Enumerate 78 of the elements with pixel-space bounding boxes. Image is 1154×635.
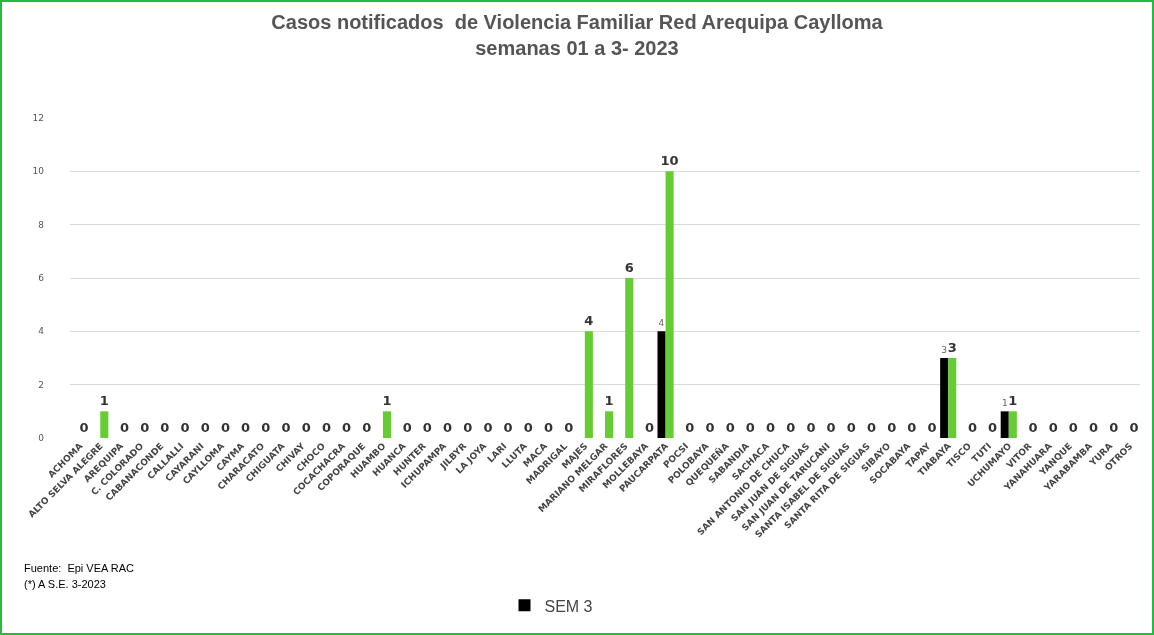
bar xyxy=(1008,411,1017,438)
data-label: 0 xyxy=(1068,420,1078,435)
data-label: 0 xyxy=(140,420,150,435)
text: (*) A S.E. 3-2023 xyxy=(24,578,106,590)
data-label: 0 xyxy=(1048,420,1058,435)
bar xyxy=(584,331,593,438)
data-label: 0 xyxy=(725,420,735,435)
data-label: 0 xyxy=(119,420,130,435)
source-note: Fuente: Epi VEA RAC xyxy=(24,562,135,574)
data-label: 0 xyxy=(907,420,917,435)
data-label: 0 xyxy=(1089,420,1099,435)
bar xyxy=(100,411,109,438)
data-label: 0 xyxy=(362,420,372,435)
data-label: 0 xyxy=(564,420,574,435)
data-label: 0 xyxy=(180,420,190,435)
data-label: 0 xyxy=(766,420,776,435)
data-label: 0 xyxy=(342,420,352,435)
data-label: 0 xyxy=(1028,420,1038,435)
data-label: 0 xyxy=(866,420,877,435)
bar xyxy=(625,278,634,438)
bar xyxy=(605,411,614,438)
data-label: 0 xyxy=(503,420,513,435)
data-label: 4 xyxy=(584,313,594,329)
data-label: 4 xyxy=(658,318,665,329)
data-label: 1 xyxy=(382,393,392,409)
y-tick-label: 4 xyxy=(38,326,45,337)
legend-label: SEM 3 xyxy=(544,597,593,615)
data-label: 0 xyxy=(261,420,271,435)
data-label: 0 xyxy=(685,420,695,435)
data-label: 0 xyxy=(463,420,473,435)
data-label: 1 xyxy=(1008,393,1018,409)
data-label: 0 xyxy=(967,420,977,435)
data-label: 0 xyxy=(644,420,654,435)
data-label: 0 xyxy=(301,420,311,435)
data-label: 1 xyxy=(604,393,614,409)
data-label: 3 xyxy=(947,340,957,355)
y-tick-label: 8 xyxy=(38,219,45,230)
data-label: 0 xyxy=(483,420,493,435)
chart-title: Casos notificados de Violencia Familiar Red Arequipa Caylloma semanas 01 a 3- 2023 xyxy=(271,10,884,59)
data-label: 0 xyxy=(79,420,89,435)
y-tick-label: 10 xyxy=(32,166,45,177)
y-tick-label: 2 xyxy=(38,379,44,390)
data-label: 0 xyxy=(705,420,715,435)
y-tick-label: 12 xyxy=(32,113,44,124)
data-label: 0 xyxy=(281,420,291,435)
data-label: 0 xyxy=(846,420,856,435)
data-label: 10 xyxy=(660,153,679,169)
data-label: 0 xyxy=(443,420,453,435)
data-label: 1 xyxy=(1001,398,1008,409)
data-label: 0 xyxy=(422,420,432,435)
data-label: 0 xyxy=(1129,420,1139,435)
y-tick-label: 0 xyxy=(38,433,45,444)
data-label: 0 xyxy=(402,420,412,435)
data-label: 0 xyxy=(887,420,897,435)
bar xyxy=(940,358,949,438)
data-label: 0 xyxy=(826,420,836,435)
bar xyxy=(948,358,957,438)
data-label: 0 xyxy=(523,420,533,435)
bar xyxy=(1000,411,1009,438)
data-label: 0 xyxy=(927,420,937,435)
data-label: 0 xyxy=(220,420,230,435)
bar xyxy=(665,171,674,438)
data-label: 6 xyxy=(624,260,634,275)
bar xyxy=(657,331,666,438)
data-label: 0 xyxy=(745,420,755,435)
data-label: 0 xyxy=(1109,420,1119,435)
data-label: 0 xyxy=(160,420,170,435)
bar xyxy=(382,411,391,438)
data-label: 0 xyxy=(543,420,553,435)
data-label: 1 xyxy=(99,393,109,409)
data-label: 0 xyxy=(241,420,251,435)
data-label: 0 xyxy=(988,420,998,435)
data-label: 0 xyxy=(786,420,796,435)
y-tick-label: 6 xyxy=(38,273,45,284)
data-label: 3 xyxy=(941,345,948,355)
data-label: 0 xyxy=(806,420,816,435)
data-label: 0 xyxy=(321,420,331,435)
data-label: 0 xyxy=(200,420,210,435)
